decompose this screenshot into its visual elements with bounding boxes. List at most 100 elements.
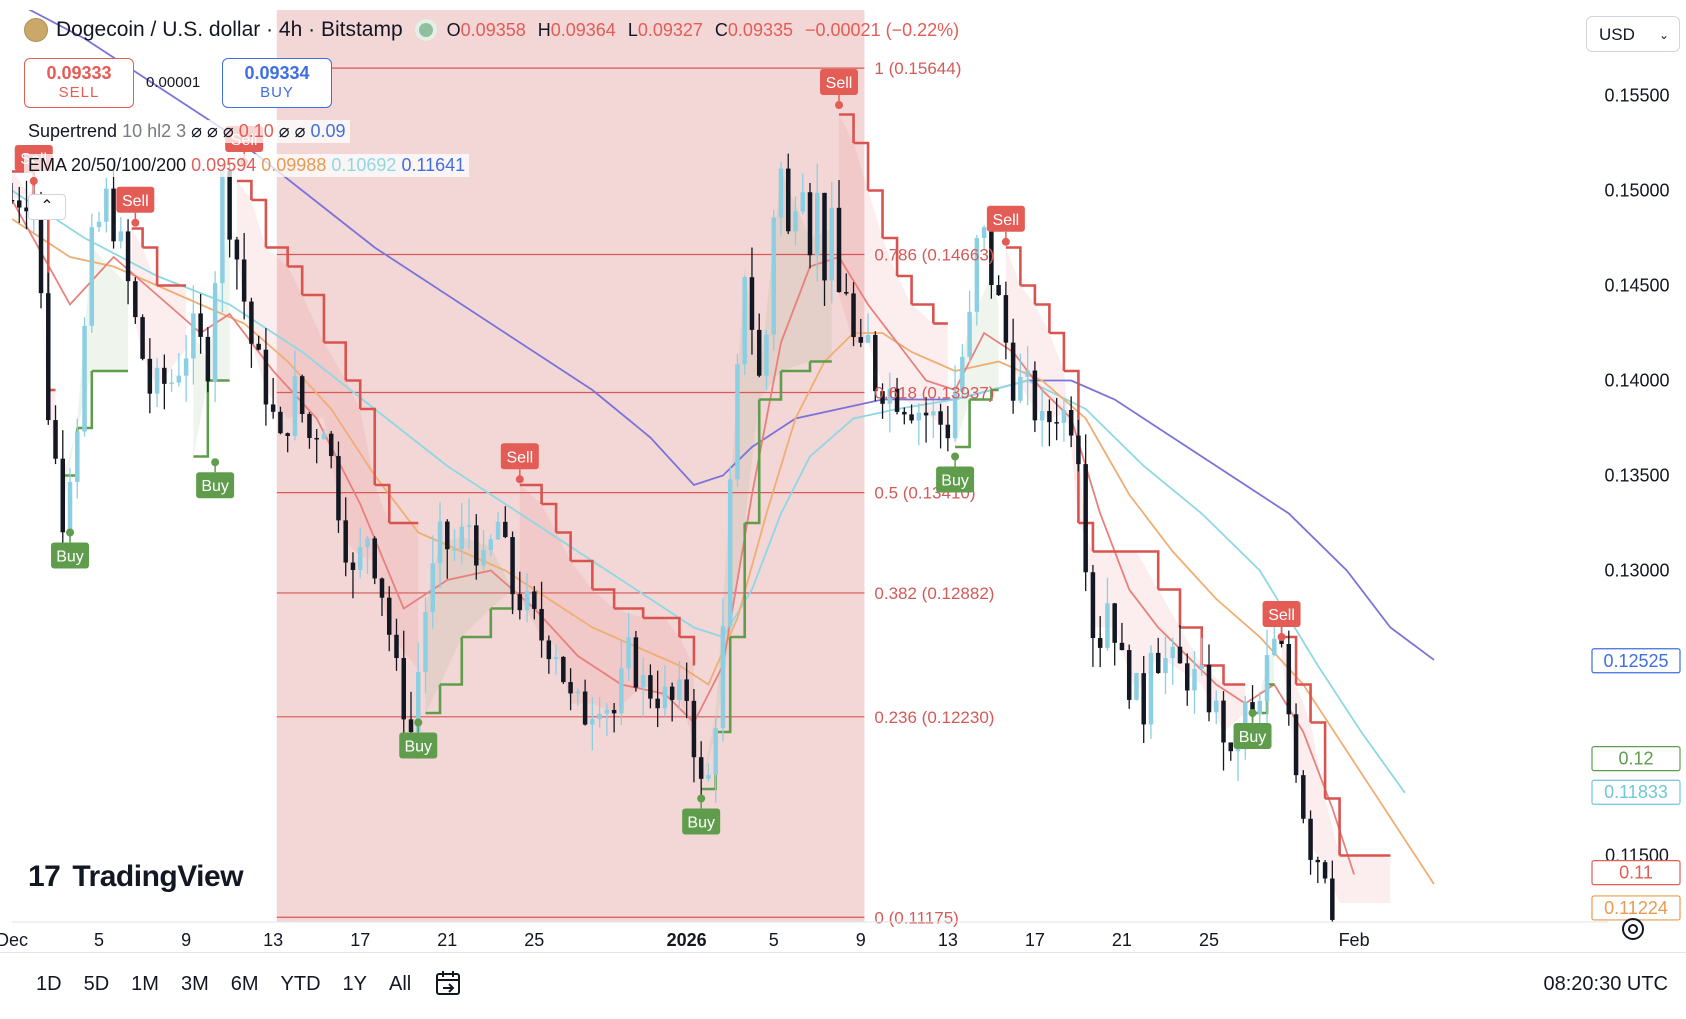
supertrend-line (570, 559, 594, 590)
candle-body (292, 376, 298, 436)
symbol-title[interactable]: Dogecoin / U.S. dollar · 4h · Bitstamp (56, 18, 403, 41)
candle-body (46, 293, 51, 421)
candle-body (314, 437, 319, 440)
candle-body (24, 207, 29, 212)
candle-body (270, 404, 276, 412)
supertrend-line (440, 637, 464, 686)
y-tick-label: 0.13000 (1604, 561, 1669, 581)
candle-body (785, 168, 791, 232)
supertrend-fill (1201, 665, 1224, 732)
tradingview-wordmark: TradingView (72, 860, 244, 893)
candle-body (1301, 775, 1306, 819)
supertrend-line (1310, 721, 1327, 799)
symbol-header: Dogecoin / U.S. dollar · 4h · Bitstamp O… (24, 18, 959, 42)
candle-body (1163, 658, 1168, 674)
candle-body (735, 364, 740, 480)
candle-body (1293, 714, 1299, 776)
candle-body (575, 691, 581, 694)
buy-button[interactable]: 0.09334 BUY (222, 58, 332, 108)
sell-button[interactable]: 0.09333 SELL (24, 58, 134, 108)
price-axis-tag (1591, 648, 1681, 674)
range-all[interactable]: All (389, 973, 412, 995)
candle-body (1148, 652, 1154, 725)
supertrend-line (592, 588, 616, 609)
supertrend-fill (1179, 627, 1202, 685)
currency-value: USD (1599, 25, 1635, 44)
candle-body (162, 367, 167, 384)
supertrend-fill (345, 380, 361, 557)
range-1m[interactable]: 1M (131, 973, 159, 995)
candle-body (307, 414, 312, 438)
range-6m[interactable]: 6M (230, 973, 259, 995)
collapse-legend-button[interactable]: ⌃ (28, 194, 66, 220)
range-1y[interactable]: 1Y (342, 973, 368, 995)
range-ytd[interactable]: YTD (280, 973, 321, 995)
ema100-line (12, 189, 1406, 794)
calendar-goto-icon[interactable] (434, 969, 462, 997)
supertrend-line (664, 616, 681, 637)
signal-badge (986, 205, 1025, 232)
candle-body (1025, 370, 1030, 377)
candle-body (771, 217, 776, 335)
candle-body (1214, 700, 1219, 713)
signal-badge (116, 186, 155, 213)
y-tick-label: 0.13500 (1604, 466, 1669, 486)
market-status-icon[interactable] (418, 23, 433, 37)
dogecoin-logo-icon (24, 18, 48, 42)
supertrend-fill (440, 537, 462, 685)
signal-label: Sell (826, 75, 853, 92)
candle-body (967, 311, 972, 357)
fib-level-label: 0.618 (0.13937) (874, 383, 994, 402)
range-5d[interactable]: 5D (83, 973, 110, 995)
supertrend-line (1158, 588, 1182, 628)
candle-body (1047, 411, 1052, 423)
supertrend-fill (251, 200, 266, 390)
range-1d[interactable]: 1D (36, 973, 62, 995)
candle-body (212, 283, 218, 382)
candle-body (749, 277, 755, 330)
utc-clock[interactable]: 08:20:30 UTC (1543, 973, 1668, 995)
supertrend-line (839, 113, 855, 143)
candle-body (234, 239, 240, 260)
ema-legend[interactable]: EMA 20/50/100/200 0.09594 0.09988 0.1069… (24, 154, 470, 177)
range-selector: 1D 5D 1M 3M 6M YTD 1Y All (36, 973, 433, 996)
supertrend-line (715, 637, 732, 734)
signal-label: Sell (1268, 607, 1295, 624)
candle-body (1330, 878, 1335, 920)
candle-body (989, 227, 994, 286)
price-axis-tag-label: 0.12 (1618, 749, 1653, 769)
supertrend-fill (360, 409, 375, 561)
y-tick-label: 0.15500 (1604, 86, 1669, 106)
candle-body (82, 325, 87, 432)
supertrend-fill (1114, 551, 1137, 694)
candle-body (285, 433, 290, 436)
candle-body (241, 259, 247, 302)
currency-select[interactable]: USD ⌄ (1586, 16, 1680, 52)
supertrend-empty-values-2: ⌀ ⌀ (278, 121, 306, 141)
candle-body (430, 563, 436, 613)
candle-body (793, 211, 798, 232)
candle-body (299, 376, 305, 415)
ohlc-close: C0.09335 (714, 19, 793, 40)
candle-body (386, 597, 392, 635)
candle-body (720, 626, 726, 728)
chart-settings-icon[interactable] (1622, 918, 1644, 940)
signal-label: Buy (1239, 729, 1267, 746)
ema200-value: 0.11641 (401, 155, 466, 175)
buy-signal: Buy (196, 458, 235, 499)
candle-body (648, 675, 653, 699)
y-tick-label: 0.14000 (1604, 371, 1669, 391)
candle-body (684, 679, 689, 701)
candle-body (524, 591, 530, 611)
candle-body (669, 686, 675, 700)
candle-body (60, 458, 66, 533)
fib-level-label: 0.786 (0.14663) (874, 246, 994, 265)
candle-body (698, 757, 704, 779)
signal-badge (399, 732, 438, 759)
supertrend-line (131, 227, 144, 248)
candle-body (191, 313, 196, 359)
range-3m[interactable]: 3M (180, 973, 209, 995)
supertrend-line (541, 502, 558, 533)
supertrend-legend[interactable]: Supertrend 10 hl2 3 ⌀ ⌀ ⌀ 0.10 ⌀ ⌀ 0.09 (24, 120, 350, 143)
